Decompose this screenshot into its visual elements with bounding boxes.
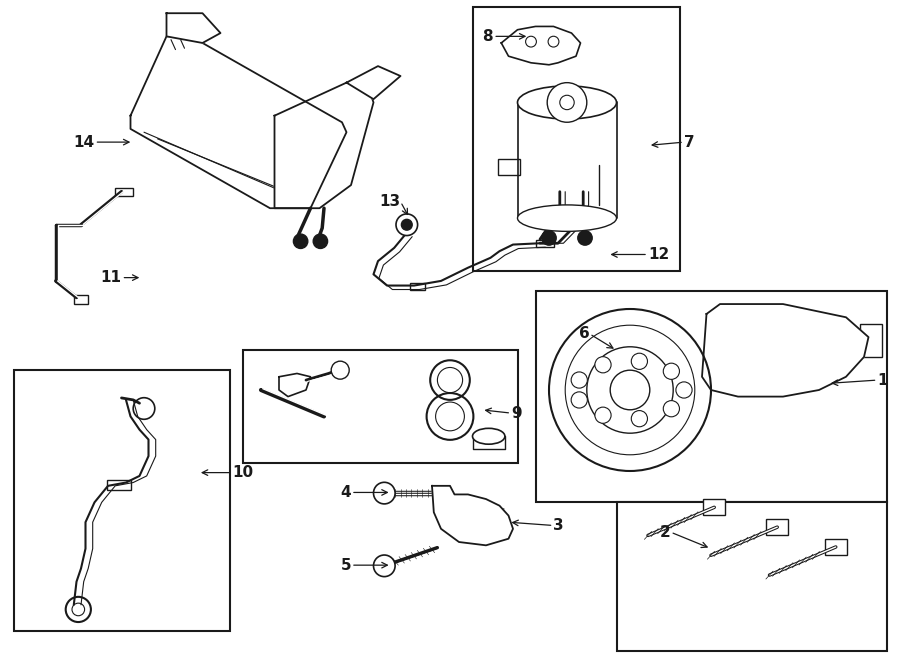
Bar xyxy=(14,370,230,631)
Text: 3: 3 xyxy=(554,518,564,533)
Bar xyxy=(107,480,130,490)
Ellipse shape xyxy=(518,205,617,231)
Bar xyxy=(536,240,554,247)
Bar xyxy=(74,295,88,304)
Text: 1: 1 xyxy=(878,373,888,387)
Bar xyxy=(825,539,847,555)
Polygon shape xyxy=(702,304,868,397)
Circle shape xyxy=(595,357,611,373)
Polygon shape xyxy=(432,486,513,545)
Polygon shape xyxy=(130,36,346,208)
Circle shape xyxy=(663,401,680,417)
Circle shape xyxy=(663,363,680,379)
Text: 10: 10 xyxy=(232,465,253,480)
Circle shape xyxy=(374,555,395,576)
Ellipse shape xyxy=(472,428,505,444)
Bar xyxy=(616,502,886,651)
Circle shape xyxy=(542,231,556,245)
Circle shape xyxy=(631,410,647,427)
Circle shape xyxy=(396,214,418,235)
Text: 14: 14 xyxy=(74,135,94,149)
Text: 6: 6 xyxy=(579,327,590,341)
Bar xyxy=(536,291,886,502)
Text: 8: 8 xyxy=(482,29,493,44)
Text: 4: 4 xyxy=(340,485,351,500)
Bar xyxy=(498,159,520,175)
Circle shape xyxy=(587,347,673,433)
Polygon shape xyxy=(274,83,374,208)
Circle shape xyxy=(578,231,592,245)
Text: 5: 5 xyxy=(340,558,351,572)
Polygon shape xyxy=(346,66,400,99)
Circle shape xyxy=(572,372,588,388)
Circle shape xyxy=(572,392,588,408)
Text: 12: 12 xyxy=(648,247,670,262)
Bar xyxy=(704,500,725,516)
Polygon shape xyxy=(166,13,220,43)
Ellipse shape xyxy=(518,86,617,119)
Circle shape xyxy=(547,83,587,122)
Bar xyxy=(472,7,680,271)
Text: 11: 11 xyxy=(101,270,122,285)
Circle shape xyxy=(331,361,349,379)
Circle shape xyxy=(595,407,611,423)
Circle shape xyxy=(631,353,647,369)
Text: 2: 2 xyxy=(660,525,670,539)
Text: 9: 9 xyxy=(511,406,522,420)
Polygon shape xyxy=(501,26,580,65)
Bar xyxy=(410,283,425,290)
Text: 7: 7 xyxy=(684,135,695,149)
Bar xyxy=(243,350,518,463)
Circle shape xyxy=(293,234,308,249)
Circle shape xyxy=(565,325,695,455)
Circle shape xyxy=(610,370,650,410)
Circle shape xyxy=(374,483,395,504)
Circle shape xyxy=(560,95,574,110)
Circle shape xyxy=(548,36,559,47)
Bar xyxy=(115,188,133,196)
Circle shape xyxy=(526,36,536,47)
Circle shape xyxy=(401,219,412,230)
Circle shape xyxy=(676,382,692,398)
Circle shape xyxy=(313,234,328,249)
Circle shape xyxy=(549,309,711,471)
Bar xyxy=(767,520,788,535)
Text: 13: 13 xyxy=(380,194,400,209)
Bar xyxy=(860,324,882,357)
